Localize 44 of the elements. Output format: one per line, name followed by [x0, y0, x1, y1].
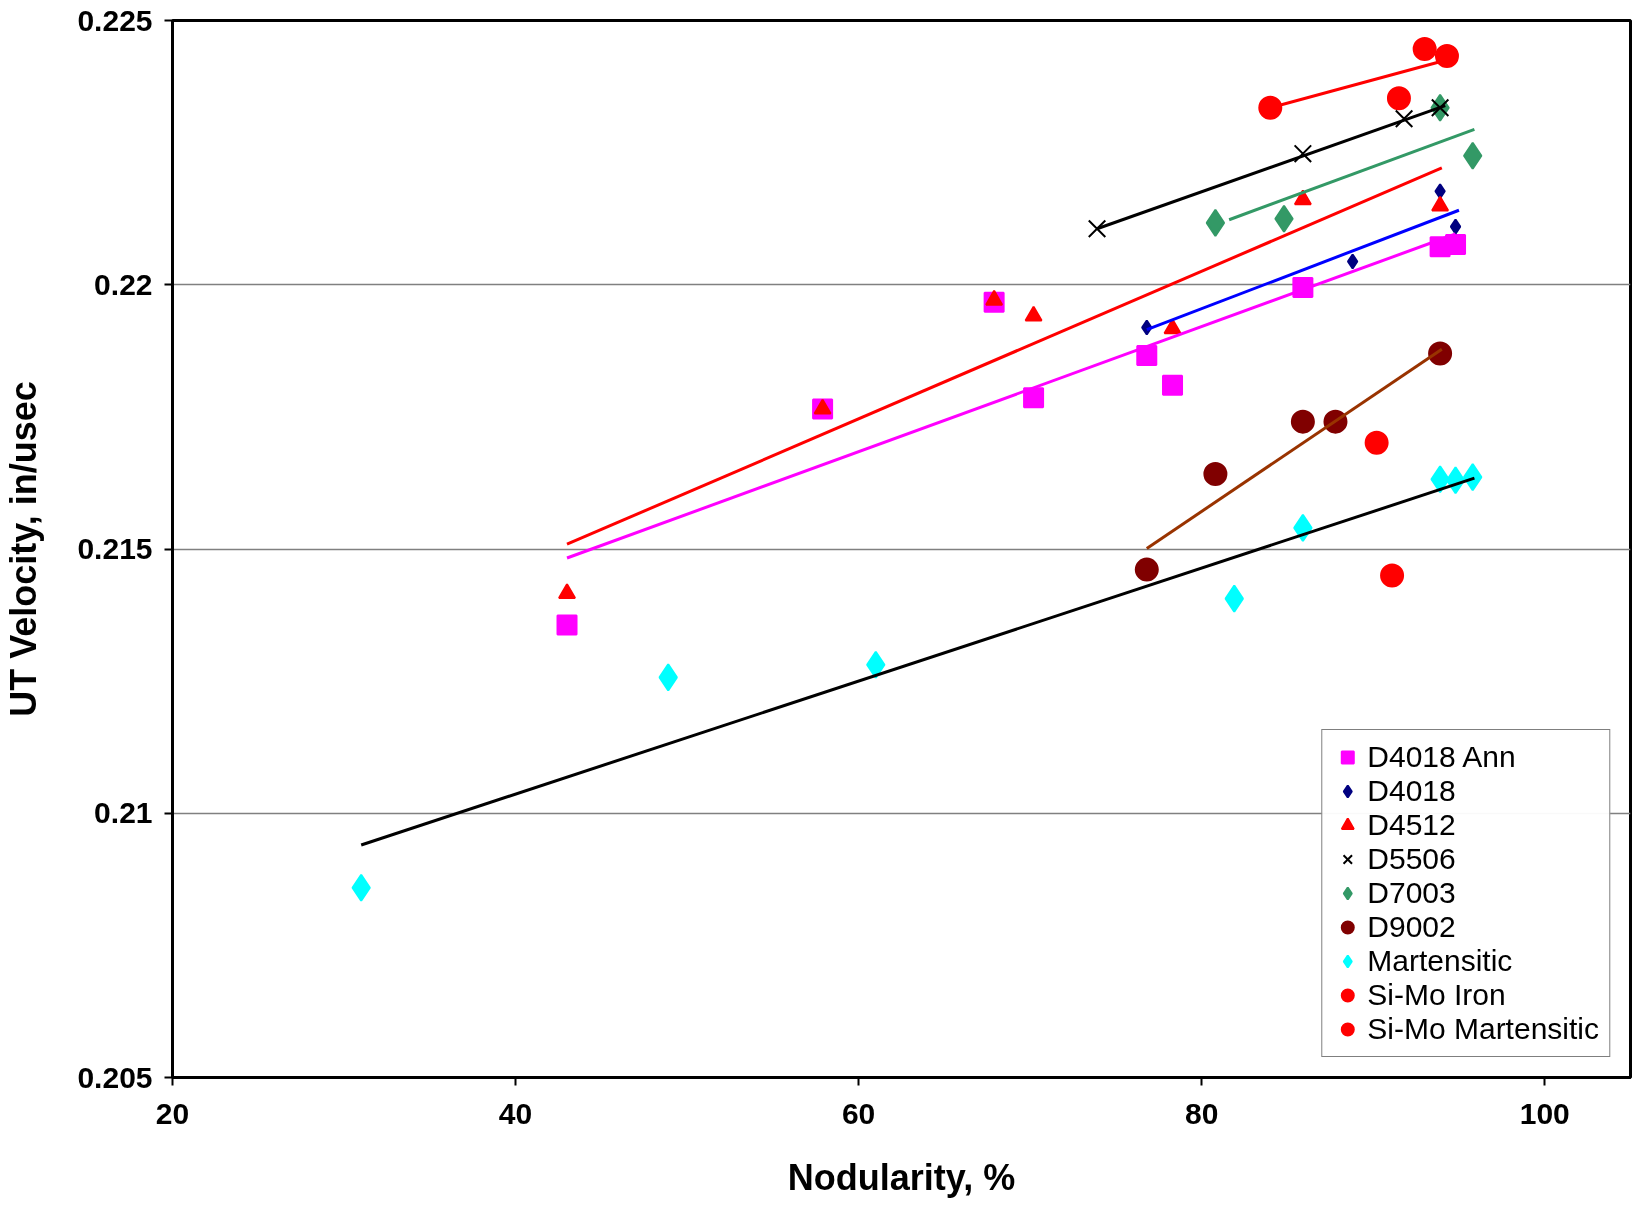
- x-tick-label: 80: [1184, 1096, 1219, 1130]
- legend-label: Si-Mo Iron: [1367, 978, 1506, 1012]
- point: [1434, 183, 1446, 200]
- x-tick-label: 20: [155, 1096, 190, 1130]
- point: [1258, 95, 1283, 120]
- point: [1445, 234, 1467, 256]
- x-tick-label: 60: [841, 1096, 876, 1130]
- legend-label: D4512: [1367, 808, 1456, 842]
- point: [1290, 409, 1315, 434]
- x-axis-title: Nodularity, %: [787, 1156, 1016, 1198]
- y-tick-label: 0.215: [77, 532, 153, 565]
- point: [1434, 43, 1459, 68]
- point: [1346, 253, 1359, 270]
- point: [558, 583, 577, 600]
- y-tick-label: 0.22: [94, 267, 153, 301]
- x-tick-label: 40: [498, 1096, 533, 1130]
- point: [1163, 318, 1182, 335]
- point: [1412, 37, 1437, 62]
- point: [1134, 557, 1159, 582]
- point: [556, 614, 578, 636]
- legend-label: D4018 Ann: [1367, 740, 1516, 774]
- legend-label: Si-Mo Martensitic: [1367, 1012, 1599, 1046]
- point: [1162, 374, 1184, 396]
- point: [1364, 430, 1389, 455]
- point: [1203, 461, 1228, 486]
- y-tick-label: 0.21: [94, 796, 153, 830]
- y-tick-label: 0.225: [77, 3, 153, 37]
- legend-label: D7003: [1367, 876, 1456, 910]
- point: [1430, 98, 1450, 117]
- point: [1293, 144, 1313, 163]
- point: [1023, 387, 1045, 409]
- x-tick-label: 100: [1519, 1096, 1570, 1130]
- legend-label: D5506: [1367, 842, 1456, 876]
- legend-label: D9002: [1367, 910, 1456, 944]
- legend-label: D4018: [1367, 774, 1456, 808]
- point: [1394, 109, 1414, 129]
- legend-label: Martensitic: [1367, 944, 1513, 978]
- point: [1087, 219, 1107, 238]
- y-axis-title: UT Velocity, in/usec: [3, 381, 45, 717]
- point: [1449, 218, 1462, 235]
- point: [1380, 563, 1405, 588]
- point: [1205, 208, 1226, 237]
- y-tick-label: 0.205: [77, 1060, 153, 1094]
- point: [1386, 86, 1411, 111]
